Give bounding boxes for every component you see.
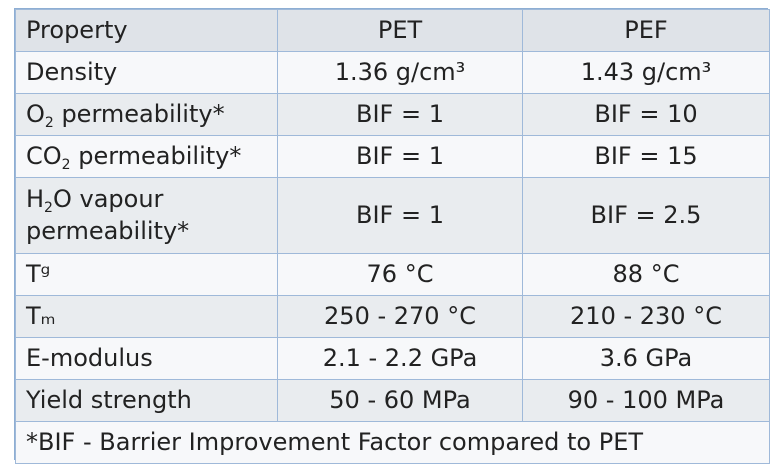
- table-row-h2o-permeability: H2O vapour permeability* BIF = 1 BIF = 2.…: [15, 177, 770, 254]
- row-label: Tₘ: [15, 295, 278, 338]
- header-property: Property: [15, 9, 278, 52]
- table-row-co2-permeability: CO2 permeability* BIF = 1 BIF = 15: [15, 135, 770, 178]
- pef-value: 1.43 g/cm³: [522, 51, 770, 94]
- pef-value: 90 - 100 MPa: [522, 379, 770, 422]
- row-label: H2O vapour permeability*: [15, 177, 278, 254]
- row-label: Yield strength: [15, 379, 278, 422]
- pet-value: 250 - 270 °C: [277, 295, 523, 338]
- pet-value: 1.36 g/cm³: [277, 51, 523, 94]
- row-label: E-modulus: [15, 337, 278, 380]
- table-row-tg: Tᵍ 76 °C 88 °C: [15, 253, 770, 296]
- row-label: CO2 permeability*: [15, 135, 278, 178]
- row-label: Density: [15, 51, 278, 94]
- pet-value: BIF = 1: [277, 177, 523, 254]
- pef-value: BIF = 15: [522, 135, 770, 178]
- table-row-density: Density 1.36 g/cm³ 1.43 g/cm³: [15, 51, 770, 94]
- footnote: *BIF - Barrier Improvement Factor compar…: [15, 421, 770, 464]
- pef-value: 3.6 GPa: [522, 337, 770, 380]
- table-row-e-modulus: E-modulus 2.1 - 2.2 GPa 3.6 GPa: [15, 337, 770, 380]
- row-label: O2 permeability*: [15, 93, 278, 136]
- pet-value: 2.1 - 2.2 GPa: [277, 337, 523, 380]
- pef-value: 88 °C: [522, 253, 770, 296]
- pef-value: BIF = 10: [522, 93, 770, 136]
- pet-value: 76 °C: [277, 253, 523, 296]
- table-header-row: Property PET PEF: [15, 9, 770, 52]
- table-footnote-row: *BIF - Barrier Improvement Factor compar…: [15, 421, 770, 464]
- header-pef: PEF: [522, 9, 770, 52]
- properties-table-frame: Property PET PEF Density 1.36 g/cm³ 1.43…: [14, 8, 770, 464]
- properties-table: Property PET PEF Density 1.36 g/cm³ 1.43…: [15, 9, 770, 464]
- pet-value: 50 - 60 MPa: [277, 379, 523, 422]
- table-row-o2-permeability: O2 permeability* BIF = 1 BIF = 10: [15, 93, 770, 136]
- pet-value: BIF = 1: [277, 135, 523, 178]
- pet-value: BIF = 1: [277, 93, 523, 136]
- pef-value: 210 - 230 °C: [522, 295, 770, 338]
- table-row-yield-strength: Yield strength 50 - 60 MPa 90 - 100 MPa: [15, 379, 770, 422]
- row-label: Tᵍ: [15, 253, 278, 296]
- pef-value: BIF = 2.5: [522, 177, 770, 254]
- table-row-tm: Tₘ 250 - 270 °C 210 - 230 °C: [15, 295, 770, 338]
- header-pet: PET: [277, 9, 523, 52]
